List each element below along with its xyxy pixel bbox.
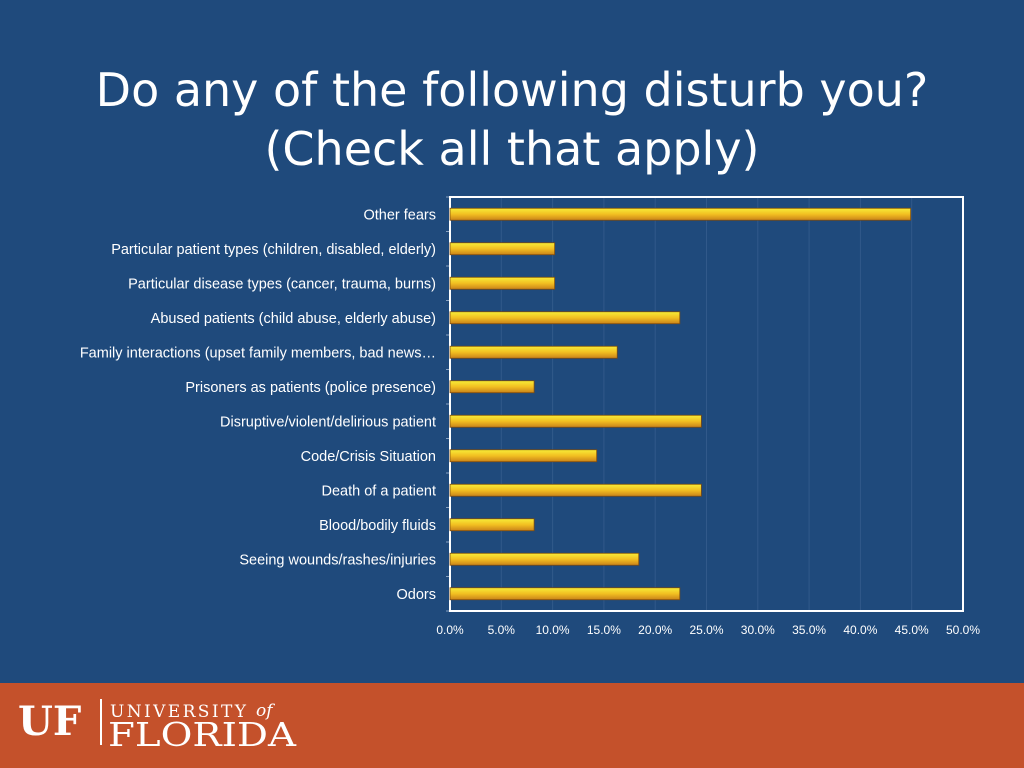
slide-title-line-1: Do any of the following disturb you?	[95, 62, 929, 117]
tick-label: 20.0%	[638, 623, 672, 637]
category-label: Abused patients (child abuse, elderly ab…	[151, 311, 436, 327]
category-labels: Other fears Particular patient types (chi…	[80, 207, 436, 603]
category-label: Prisoners as patients (police presence)	[185, 380, 436, 396]
bar	[449, 587, 681, 601]
category-label: Disruptive/violent/delirious patient	[220, 414, 436, 430]
grid-lines	[446, 196, 913, 612]
bar	[449, 345, 618, 359]
slide-title: Do any of the following disturb you? (Ch…	[0, 61, 1024, 179]
logo-divider	[100, 699, 102, 745]
category-label: Family interactions (upset family member…	[80, 345, 436, 361]
category-label: Death of a patient	[322, 483, 436, 499]
logo-of: of	[256, 701, 275, 721]
category-label: Other fears	[363, 207, 436, 223]
bar	[449, 518, 535, 532]
bars	[449, 207, 912, 601]
footer-bar: UF UNIVERSITY of FLORIDA	[0, 683, 1024, 768]
bar-chart: Other fears Particular patient types (chi…	[80, 196, 980, 637]
bar	[449, 483, 702, 497]
tick-label: 15.0%	[587, 623, 621, 637]
logo-mark: UF	[18, 698, 81, 745]
tick-label: 10.0%	[536, 623, 570, 637]
bar	[449, 552, 640, 566]
bar	[449, 242, 556, 256]
category-label: Odors	[397, 587, 437, 603]
tick-label: 0.0%	[436, 623, 464, 637]
bar	[449, 449, 598, 463]
university-of-florida-logo: UF UNIVERSITY of FLORIDA	[18, 698, 297, 754]
bar	[449, 380, 535, 394]
bar	[449, 414, 702, 428]
logo-line-2: FLORIDA	[108, 715, 297, 754]
plot-area-border	[449, 196, 964, 612]
category-label: Particular disease types (cancer, trauma…	[128, 276, 436, 292]
bar	[449, 276, 556, 290]
category-label: Code/Crisis Situation	[301, 449, 436, 465]
bar	[449, 207, 912, 221]
tick-label: 5.0%	[488, 623, 516, 637]
slide-title-line-2: (Check all that apply)	[264, 121, 760, 176]
bar	[449, 311, 681, 325]
tick-label: 45.0%	[895, 623, 929, 637]
tick-label: 30.0%	[741, 623, 775, 637]
category-label: Blood/bodily fluids	[319, 518, 436, 534]
logo-line-1: UNIVERSITY	[110, 702, 248, 722]
x-axis-tick-labels: 0.0% 5.0% 10.0% 15.0% 20.0% 25.0% 30.0% 35.0% 40…	[436, 623, 980, 637]
tick-label: 40.0%	[843, 623, 877, 637]
tick-label: 25.0%	[689, 623, 723, 637]
tick-label: 35.0%	[792, 623, 826, 637]
category-label: Seeing wounds/rashes/injuries	[239, 552, 436, 568]
category-label: Particular patient types (children, disa…	[111, 242, 436, 258]
tick-label: 50.0%	[946, 623, 980, 637]
